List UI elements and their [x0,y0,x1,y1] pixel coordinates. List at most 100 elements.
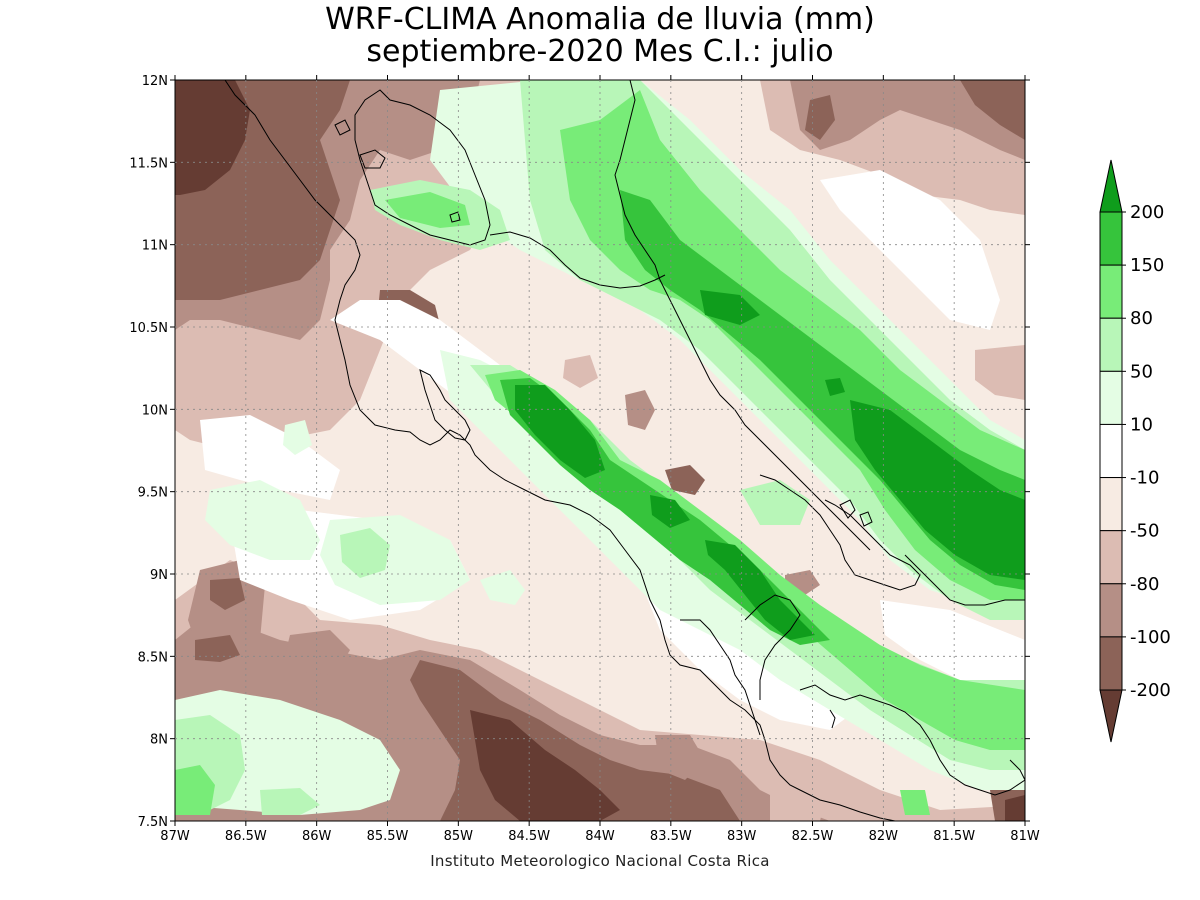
contour-wet-extreme-central [700,290,760,325]
legend-label: -200 [1130,680,1171,701]
coastline-burica [799,684,1025,796]
coastline-lake-nic-sub [449,211,461,223]
contour-dry-spot-2 [665,465,705,495]
coastline-caribbean-nicaragua [614,80,661,281]
contour-dry-blob-8 [655,735,705,780]
x-tick-label: 86.5W [225,829,267,844]
contour-wet-strong-n [385,192,470,228]
coastline-panama-se [1009,759,1025,781]
y-tick-label: 9N [150,568,168,583]
legend-swatch-bottom [1099,689,1123,743]
coastline-golfo-dulce [744,594,801,700]
y-tick-label: 10.5N [129,321,168,336]
contour-dry-blob-7 [285,630,350,675]
y-tick-label: 12N [142,74,168,89]
credit-line: Instituto Meteorologico Nacional Costa R… [430,852,770,870]
x-tick-label: 87W [160,829,190,844]
y-tick-label: 8.5N [138,650,168,665]
contour-wet-light-spot-2 [283,420,312,455]
contour-wet-moderate-s2 [260,788,320,815]
coastline-panama-caribbean [904,554,1025,606]
contour-dry-blob-6 [195,635,240,662]
x-tick-label: 81.5W [933,829,975,844]
contour-dry-extreme-nw [175,80,250,195]
coastline-panama-islands-1 [839,499,856,519]
contour-dry-blob-3 [180,340,230,400]
y-tick-label: 11N [142,239,168,254]
legend-swatch [1099,211,1123,266]
gridlines [175,80,1025,821]
coastline-lake-nicaragua [354,89,491,246]
contour-wet-light-spot-1 [480,570,525,605]
contour-wet-strong-sw [175,765,215,815]
x-tick-label: 81W [1010,829,1040,844]
contour-wet-strong-iso [485,370,1025,750]
coastline-nicoya [419,369,471,441]
legend-label: -100 [1130,627,1171,648]
color-legend: 200 150 80 50 10 -10 -50 -80 -100 -200 [1099,159,1171,743]
coastline-bocas-del-toro [759,474,921,591]
legend-label: -10 [1130,468,1159,489]
contour-wet-light-w [205,480,320,560]
coastline-caribbean-costa-rica [659,279,871,551]
contour-dry-moderate-ne [790,80,1025,160]
coastline-panama-islands-2 [859,511,873,527]
x-tick-label: 82W [869,829,899,844]
contour-wet-extreme-iso-2 [650,495,690,528]
contour-dry-extreme-s [470,710,620,821]
legend-swatch [1099,317,1123,372]
x-tick-label: 85W [444,829,474,844]
contour-dry-light-e [975,345,1025,400]
y-axis-ticks: 12N 11.5N 11N 10.5N 10N 9.5N 9N 8.5N 8N 7.5N [129,74,1030,830]
contour-dry-spot-5 [563,355,598,388]
legend-swatch [1099,370,1123,425]
legend-swatch-top [1099,159,1123,213]
x-tick-label: 86W [302,829,332,844]
y-tick-label: 11.5N [129,156,168,171]
legend-label: 150 [1130,255,1164,276]
y-tick-label: 7.5N [138,815,168,830]
y-tick-label: 8N [150,733,168,748]
x-tick-label: 83W [727,829,757,844]
coastline-lake-managua [359,149,386,169]
y-tick-label: 10N [142,403,168,418]
coastline-pacific-nicaragua [224,80,896,821]
coastline-pacific-island [829,709,836,729]
contour-dry-blob-5 [210,578,245,610]
contour-dry-strong-ne [960,80,1025,140]
map-title-line2: septiembre-2020 Mes C.I.: julio [366,34,834,69]
legend-label: -50 [1130,521,1159,542]
legend-label: 80 [1130,308,1153,329]
legend-swatch [1099,264,1123,319]
contour-near-normal-se [880,600,1025,700]
x-tick-label: 84W [585,829,615,844]
rainfall-anomaly-contours [175,80,1025,821]
contour-dry-blob-se2 [1005,795,1025,821]
x-tick-label: 85.5W [367,829,409,844]
coastline-san-juan-river [489,231,666,289]
x-tick-label: 82.5W [792,829,834,844]
y-tick-label: 9.5N [138,486,168,501]
legend-swatch [1099,530,1123,585]
contour-wet-extreme-iso-1 [515,385,605,478]
contour-wet-strong-se [900,790,930,815]
contour-near-normal-w [200,415,340,500]
contour-dry-spot-1 [625,390,655,430]
legend-swatch [1099,477,1123,532]
contour-wet-extreme-iso-3 [705,540,815,640]
x-tick-label: 84.5W [508,829,550,844]
legend-swatch [1099,423,1123,479]
legend-label: 50 [1130,361,1153,382]
contour-wet-extreme-spot [825,378,845,396]
legend-label: -80 [1130,574,1159,595]
coastline-small-lake [334,119,351,136]
coastline-osa [680,619,761,736]
contour-near-normal-e [820,170,1000,330]
legend-label: 10 [1130,414,1153,435]
legend-swatch [1099,583,1123,638]
contour-dry-blob-9 [770,780,825,821]
contour-wet-extreme-east [850,400,1025,580]
contour-wet-moderate-w [340,528,390,578]
coastline [224,80,1025,821]
